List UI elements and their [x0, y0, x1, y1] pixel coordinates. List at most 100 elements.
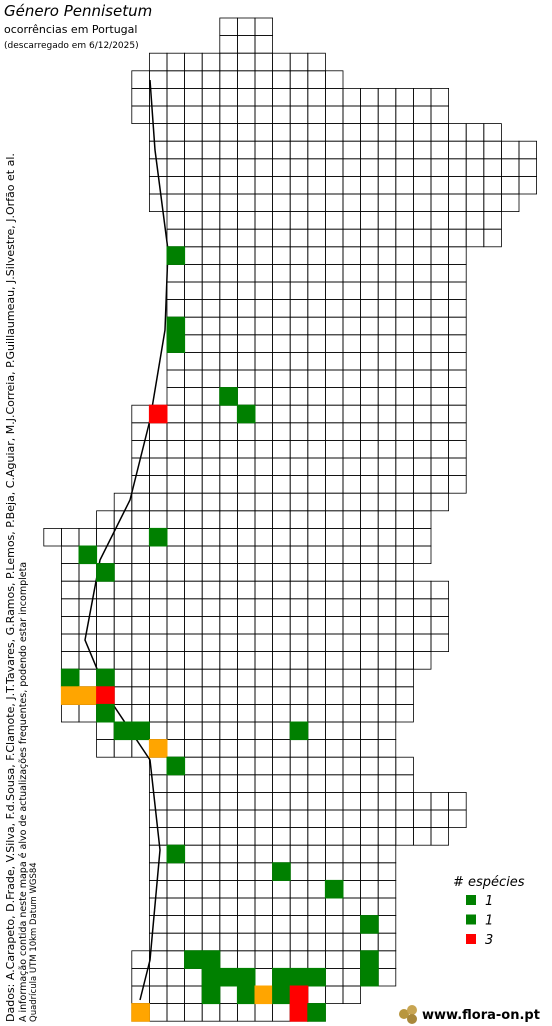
grid-cell — [184, 704, 203, 723]
occurrence-cell — [324, 879, 344, 899]
grid-cell — [412, 88, 432, 107]
grid-cell — [184, 404, 203, 424]
grid-cell — [236, 387, 256, 406]
grid-cell — [201, 211, 221, 230]
grid-cell — [377, 492, 397, 512]
grid-cell — [307, 281, 326, 301]
grid-cell — [201, 404, 221, 424]
grid-cell — [360, 827, 379, 846]
grid-cell — [254, 915, 274, 934]
grid-cell — [131, 616, 150, 635]
grid-cell — [219, 686, 238, 705]
grid-cell — [360, 439, 379, 459]
grid-cell — [166, 686, 186, 705]
grid-cell — [448, 369, 467, 389]
grid-cell — [377, 246, 397, 265]
grid-cell — [324, 721, 344, 741]
grid-cell — [78, 633, 98, 653]
grid-cell — [254, 616, 274, 635]
grid-cell — [272, 633, 291, 653]
grid-cell — [272, 281, 291, 301]
grid-cell — [201, 88, 221, 107]
grid-cell — [324, 580, 344, 600]
grid-cell — [201, 158, 221, 177]
grid-cell — [166, 616, 186, 635]
grid-cell — [61, 651, 80, 670]
grid-cell — [360, 774, 379, 793]
grid-cell — [360, 721, 379, 741]
grid-cell — [395, 439, 414, 459]
grid-cell — [254, 492, 274, 512]
grid-cell — [219, 369, 238, 389]
grid-cell — [342, 563, 362, 582]
grid-cell — [289, 52, 309, 72]
grid-cell — [254, 70, 274, 89]
grid-cell — [201, 70, 221, 89]
grid-cell — [254, 140, 274, 160]
grid-cell — [96, 739, 115, 758]
grid-cell — [254, 299, 274, 318]
grid-cell — [219, 616, 238, 635]
grid-cell — [307, 246, 326, 265]
grid-cell — [360, 616, 379, 635]
grid-cell — [166, 528, 186, 547]
occurrence-cell — [131, 721, 150, 741]
grid-cell — [236, 17, 256, 37]
grid-cell — [395, 756, 414, 776]
grid-cell — [219, 580, 238, 600]
grid-cell — [166, 721, 186, 741]
grid-cell — [412, 545, 432, 565]
grid-cell — [307, 528, 326, 547]
occurrence-cell — [96, 686, 115, 705]
grid-cell — [166, 351, 186, 371]
grid-cell — [148, 475, 168, 494]
grid-cell — [324, 950, 344, 969]
grid-cell — [395, 211, 414, 230]
grid-cell — [236, 915, 256, 934]
grid-cell — [272, 228, 291, 248]
grid-cell — [61, 545, 80, 565]
grid-cell — [131, 633, 150, 653]
grid-cell — [360, 545, 379, 565]
grid-cell — [395, 704, 414, 723]
grid-cell — [254, 880, 274, 899]
grid-cell — [201, 844, 221, 864]
grid-cell — [201, 123, 221, 142]
grid-cell — [236, 299, 256, 318]
grid-info: Quadrícula UTM 10km Datum WGS84 — [29, 862, 39, 1022]
grid-cell — [201, 140, 221, 160]
grid-cell — [201, 193, 221, 213]
grid-cell — [166, 915, 186, 934]
grid-cell — [201, 492, 221, 512]
grid-cell — [272, 932, 291, 952]
grid-cell — [254, 17, 274, 37]
grid-cell — [236, 704, 256, 723]
grid-cell — [377, 880, 397, 899]
grid-cell — [430, 404, 450, 424]
grid-cell — [272, 70, 291, 89]
grid-cell — [272, 158, 291, 177]
occurrence-cell — [289, 967, 309, 987]
grid-cell — [307, 932, 326, 952]
grid-cell — [254, 686, 274, 705]
grid-cell — [166, 792, 186, 811]
grid-cell — [184, 299, 203, 318]
grid-cell — [324, 739, 344, 758]
grid-cell — [201, 351, 221, 371]
grid-cell — [254, 756, 274, 776]
grid-cell — [324, 175, 344, 195]
grid-cell — [342, 827, 362, 846]
occurrence-cell — [236, 404, 256, 424]
grid-cell — [342, 651, 362, 670]
grid-cell — [166, 105, 186, 125]
grid-cell — [272, 475, 291, 494]
grid-cell — [377, 704, 397, 723]
grid-cell — [184, 422, 203, 441]
grid-cell — [148, 492, 168, 512]
grid-cell — [166, 704, 186, 723]
grid-cell — [360, 422, 379, 441]
grid-cell — [307, 457, 326, 477]
grid-cell — [219, 404, 238, 424]
grid-cell — [289, 316, 309, 336]
grid-cell — [324, 651, 344, 670]
